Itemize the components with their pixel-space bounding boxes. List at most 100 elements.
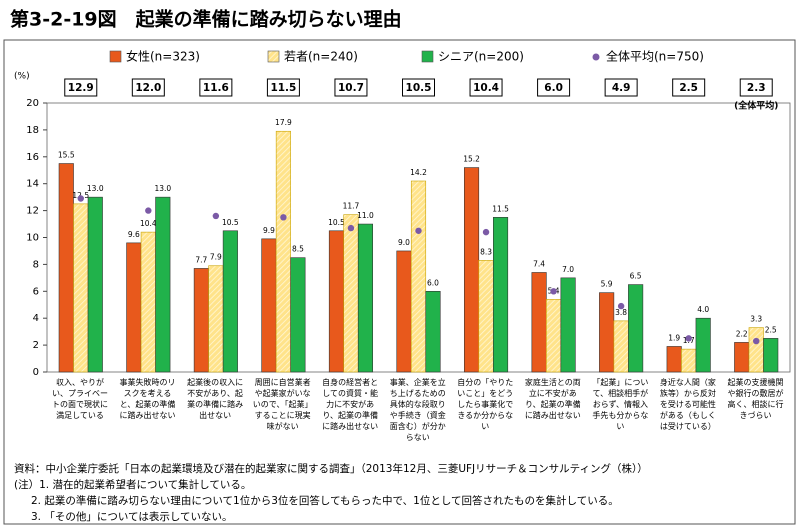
average-label: 4.9 xyxy=(612,82,631,94)
data-label: 14.2 xyxy=(410,168,427,177)
data-label: 5.9 xyxy=(601,280,613,289)
y-tick-label: 20 xyxy=(26,98,39,109)
legend-swatch xyxy=(421,50,434,63)
legend-label: 全体平均(n=750) xyxy=(606,49,704,64)
average-dot xyxy=(685,335,692,342)
average-label: 2.5 xyxy=(679,82,698,94)
average-box xyxy=(64,78,98,97)
footnote: 3. 「その他」については表示していない。 xyxy=(31,511,233,523)
bar xyxy=(396,250,412,373)
average-box xyxy=(739,78,773,97)
bar xyxy=(261,238,277,373)
legend-label: シニア(n=200) xyxy=(438,50,524,64)
y-tick-label: 12 xyxy=(26,206,39,217)
bar xyxy=(126,242,142,373)
bar xyxy=(628,284,644,373)
data-label: 17.9 xyxy=(275,118,292,127)
data-label: 6.0 xyxy=(427,278,439,287)
y-tick-label: 14 xyxy=(26,179,39,190)
y-tick-label: 8 xyxy=(33,259,39,270)
x-tick-label: 「起業」について、相談相手がおらず、情報入手先も分からない xyxy=(592,378,649,431)
average-dot xyxy=(550,288,557,295)
x-tick-label: 事業、企業を立ち上げるための具体的な段取りや手続き（資金面含む）が分からない xyxy=(389,378,446,442)
data-label: 13.0 xyxy=(154,184,171,193)
y-tick-label: 4 xyxy=(33,313,39,324)
y-tick-label: 18 xyxy=(26,125,39,136)
data-label: 9.0 xyxy=(398,238,410,247)
bar xyxy=(222,230,238,373)
average-dot xyxy=(212,212,220,220)
average-note: (全体平均) xyxy=(734,100,778,112)
legend-swatch xyxy=(109,50,122,63)
data-label: 7.0 xyxy=(562,265,574,274)
average-label: 11.5 xyxy=(270,82,296,94)
x-tick-label: 自分の「やりたいこと」をどうしたら事業化できるか分からない xyxy=(457,378,514,431)
y-tick-label: 0 xyxy=(33,367,39,378)
data-label: 15.2 xyxy=(463,155,480,164)
data-label: 7.4 xyxy=(533,259,545,268)
average-dot xyxy=(482,228,490,236)
bar xyxy=(666,346,682,373)
average-dot xyxy=(280,214,287,221)
average-box xyxy=(469,78,503,97)
y-tick-label: 6 xyxy=(33,286,39,297)
bar xyxy=(155,196,171,373)
data-label: 7.9 xyxy=(210,253,222,262)
legend-swatch xyxy=(592,53,600,61)
average-label: 10.5 xyxy=(406,82,432,94)
bar xyxy=(695,317,711,373)
average-dot xyxy=(347,224,355,232)
data-label: 8.5 xyxy=(292,245,304,254)
data-label: 10.5 xyxy=(328,218,345,227)
x-tick-label: 事業失敗時のリスクを考えると、起業の準備に踏み出せない xyxy=(119,378,176,420)
legend-swatch xyxy=(267,50,280,63)
data-label: 1.9 xyxy=(668,333,680,342)
average-box xyxy=(672,78,706,97)
bar xyxy=(492,217,509,373)
bar xyxy=(328,230,345,373)
average-label: 10.4 xyxy=(473,82,499,94)
data-label: 8.3 xyxy=(480,247,492,256)
data-label: 9.9 xyxy=(263,226,275,235)
data-label: 11.5 xyxy=(492,204,509,213)
bar xyxy=(73,203,89,373)
bar xyxy=(410,180,427,373)
average-label: 12.9 xyxy=(68,82,94,94)
data-label: 2.2 xyxy=(736,329,748,338)
x-tick-label: 収入、やりがい、プライベートの面で現状に満足している xyxy=(52,378,108,420)
data-label: 7.7 xyxy=(195,255,207,264)
average-box xyxy=(604,78,638,97)
average-label: 6.0 xyxy=(544,82,563,94)
y-tick-label: 10 xyxy=(26,233,39,244)
bar xyxy=(613,320,629,373)
x-tick-label: 身近な人間（家族等）から反対を受ける可能性がある（もしくは受けている） xyxy=(659,378,716,431)
bar xyxy=(275,130,291,373)
bar xyxy=(531,272,547,373)
average-box xyxy=(537,78,571,97)
x-tick-label: 起業後の収入に不安があり、起業の準備に踏み出せない xyxy=(187,378,244,420)
bar xyxy=(734,342,750,373)
bar xyxy=(140,231,156,373)
bar xyxy=(560,277,576,373)
x-tick-label: 起業の支援機関や銀行の敷居が高く、相談に行きづらい xyxy=(727,378,784,420)
data-label: 10.5 xyxy=(222,218,239,227)
data-label: 10.4 xyxy=(140,219,157,228)
data-label: 4.0 xyxy=(697,305,709,314)
average-dot xyxy=(145,207,152,214)
y-tick-label: 16 xyxy=(26,152,39,163)
data-label: 15.5 xyxy=(58,151,75,160)
average-label: 12.0 xyxy=(135,82,161,94)
data-label: 3.3 xyxy=(750,315,762,324)
legend-label: 若者(n=240) xyxy=(284,50,358,64)
y-tick-label: 2 xyxy=(33,340,39,351)
average-label: 10.7 xyxy=(338,82,364,94)
bar xyxy=(478,260,494,373)
data-label: 3.8 xyxy=(615,308,627,317)
bar xyxy=(463,167,480,373)
bar xyxy=(599,292,615,373)
data-label: 6.5 xyxy=(630,272,642,281)
data-label: 13.0 xyxy=(87,184,104,193)
bar xyxy=(763,338,779,373)
